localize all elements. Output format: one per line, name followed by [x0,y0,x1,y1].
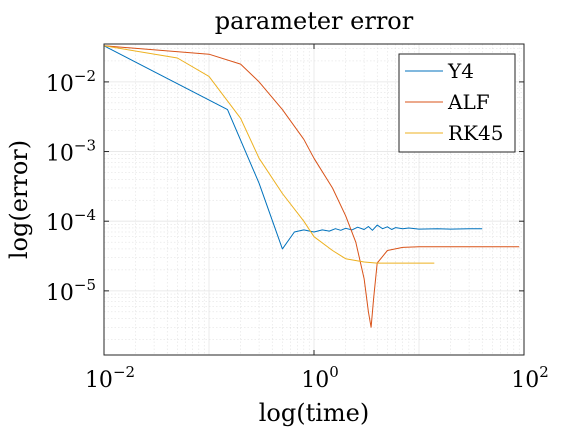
y-axis-label: log(error) [5,140,33,259]
x-tick-label: 100 [301,363,339,393]
y-tick-label: 10−5 [46,276,96,306]
legend-label-rk45: RK45 [448,121,503,145]
series-line-y4 [103,45,483,250]
series-line-alf [103,45,520,328]
legend-label-y4: Y4 [447,59,474,83]
series-line-rk45 [103,45,435,264]
y-tick-label: 10−4 [46,206,96,236]
plot-lines [103,45,520,328]
legend: Y4 ALF RK45 [398,53,516,153]
tick-labels: 10−2 100 102 10−2 10−3 10−4 10−5 [46,67,549,393]
y-tick-label: 10−3 [46,137,96,167]
tick-marks [103,44,525,355]
x-tick-label: 102 [511,363,549,393]
legend-box [398,53,516,153]
x-axis-label: log(time) [259,399,370,427]
chart-title: parameter error [215,7,414,35]
legend-label-alf: ALF [447,90,490,114]
x-tick-label: 10−2 [85,363,135,393]
y-tick-label: 10−2 [46,67,96,97]
